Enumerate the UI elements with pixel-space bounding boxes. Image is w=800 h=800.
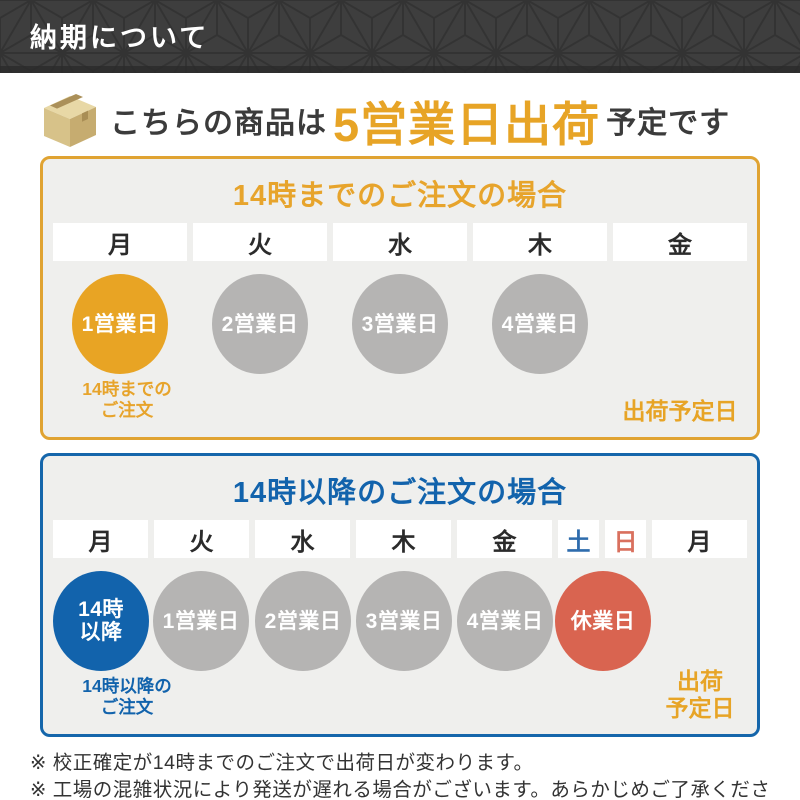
headline-prefix: こちらの商品は — [110, 107, 327, 140]
label-row: 14時以降の ご注文 出荷 予定日 — [53, 668, 747, 726]
circle-business-day-3: 3営業日 — [352, 274, 448, 374]
business-day-circles: 1営業日 2営業日 3営業日 4営業日 — [53, 274, 747, 374]
day-cell-thu: 木 — [356, 520, 451, 558]
headline-suffix: 予定です — [606, 107, 731, 140]
page-title: 納期について — [30, 22, 210, 53]
weekday-row: 月 火 水 木 金 土 日 月 — [53, 520, 747, 558]
schedule-box-after-14: 14時以降のご注文の場合 月 火 水 木 金 土 日 月 14時 以降 1営業日… — [40, 453, 760, 737]
day-cell-sat: 土 — [558, 520, 599, 558]
day-cell-sun: 日 — [605, 520, 646, 558]
ship-date-label: 出荷 予定日 — [665, 668, 735, 721]
day-cell-tue: 火 — [154, 520, 249, 558]
day-cell-fri: 金 — [457, 520, 552, 558]
day-cell-mon-next: 月 — [652, 520, 747, 558]
day-cell-wed: 水 — [333, 223, 467, 261]
circle-business-day-4: 4営業日 — [457, 571, 553, 671]
asanoha-pattern-background — [0, 0, 800, 73]
circle-business-day-2: 2営業日 — [255, 571, 351, 671]
circle-business-day-3: 3営業日 — [356, 571, 452, 671]
page-header: 納期について — [0, 0, 800, 73]
day-cell-fri: 金 — [613, 223, 747, 261]
day-cell-mon: 月 — [53, 520, 148, 558]
day-cell-thu: 木 — [473, 223, 607, 261]
schedule-box-title: 14時までのご注文の場合 — [232, 180, 568, 212]
headline-text: こちらの商品は 5営業日出荷 予定です — [110, 86, 730, 155]
cardboard-box-icon — [44, 94, 96, 147]
day-cell-wed: 水 — [255, 520, 350, 558]
footer-notes: ※ 校正確定が14時までのご注文で出荷日が変わります。 ※ 工場の混雑状況により… — [30, 750, 800, 800]
circle-business-day-1: 1営業日 — [153, 571, 249, 671]
schedule-box-title: 14時以降のご注文の場合 — [232, 477, 568, 509]
shipping-headline: こちらの商品は 5営業日出荷 予定です — [38, 90, 800, 151]
weekday-row: 月 火 水 木 金 — [53, 223, 747, 261]
day-cell-mon: 月 — [53, 223, 187, 261]
business-day-circles: 14時 以降 1営業日 2営業日 3営業日 4営業日 休業日 — [53, 571, 747, 671]
label-row: 14時までの ご注文 出荷予定日 — [53, 377, 747, 429]
schedule-box-before-14: 14時までのご注文の場合 月 火 水 木 金 1営業日 2営業日 3営業日 4営… — [40, 156, 760, 440]
circle-after-14: 14時 以降 — [53, 571, 149, 671]
ship-date-label: 出荷予定日 — [622, 398, 738, 424]
circle-business-day-2: 2営業日 — [212, 274, 308, 374]
note-proof-deadline: ※ 校正確定が14時までのご注文で出荷日が変わります。 — [30, 752, 534, 774]
note-factory-delay: ※ 工場の混雑状況により発送が遅れる場合がございます。あらかじめご了承ください。 — [30, 779, 771, 800]
day-cell-tue: 火 — [193, 223, 327, 261]
order-timing-note: 14時までの ご注文 — [82, 379, 172, 420]
circle-closed-day: 休業日 — [555, 571, 651, 671]
circle-business-day-4: 4営業日 — [492, 274, 588, 374]
circle-business-day-1: 1営業日 — [72, 274, 168, 374]
headline-highlight: 5営業日出荷 — [333, 97, 601, 151]
order-timing-note: 14時以降の ご注文 — [82, 676, 172, 717]
